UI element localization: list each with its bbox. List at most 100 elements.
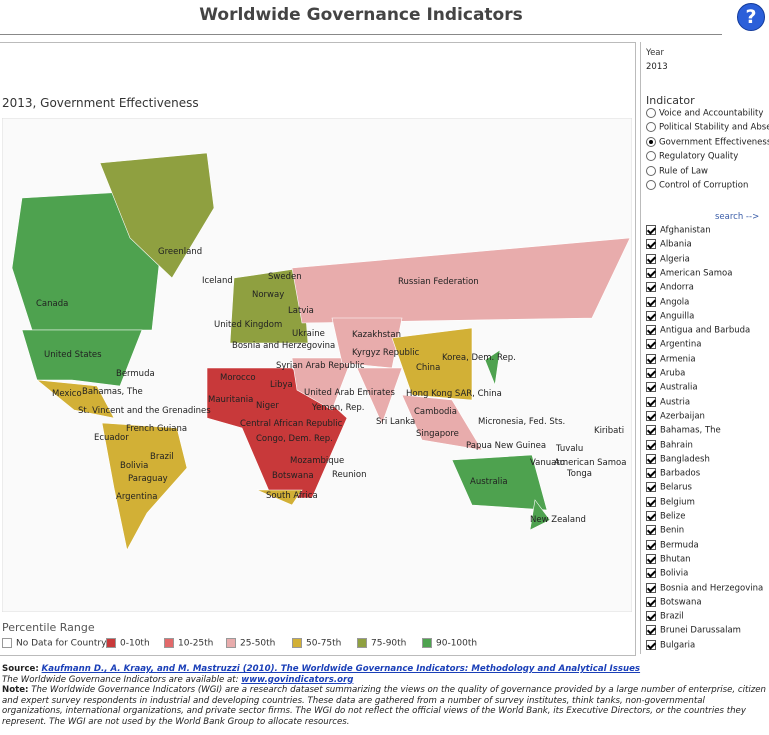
country-option[interactable]: Aruba <box>646 368 685 379</box>
country-region[interactable] <box>101 422 188 551</box>
available-link[interactable]: www.govindicators.org <box>241 674 354 685</box>
indicator-option[interactable]: Political Stability and Abse. <box>646 122 769 133</box>
indicator-option[interactable]: Regulatory Quality <box>646 151 769 162</box>
legend-item[interactable]: 75-90th <box>357 638 406 649</box>
checkbox[interactable] <box>646 482 656 493</box>
country-option[interactable]: Bangladesh <box>646 453 710 464</box>
checkbox[interactable] <box>646 625 656 636</box>
checkbox[interactable] <box>646 582 656 593</box>
checkbox[interactable] <box>646 396 656 407</box>
checkbox[interactable] <box>646 253 656 264</box>
country-region[interactable] <box>356 367 403 425</box>
country-option[interactable]: Bulgaria <box>646 639 695 650</box>
country-option[interactable]: Bahrain <box>646 439 693 450</box>
checkbox[interactable] <box>646 611 656 622</box>
checkbox[interactable] <box>646 282 656 293</box>
radio-button[interactable] <box>646 180 656 190</box>
country-region[interactable] <box>256 489 303 506</box>
country-region[interactable] <box>291 237 631 324</box>
checkbox[interactable] <box>646 596 656 607</box>
indicator-option[interactable]: Rule of Law <box>646 165 769 176</box>
help-button[interactable]: ? <box>737 3 765 31</box>
checkbox[interactable] <box>646 439 656 450</box>
legend-item[interactable]: 50-75th <box>292 638 341 649</box>
country-region[interactable] <box>484 349 501 387</box>
checkbox[interactable] <box>646 468 656 479</box>
country-option[interactable]: Argentina <box>646 339 701 350</box>
checkbox[interactable] <box>646 496 656 507</box>
search-link[interactable]: search --> <box>715 212 760 222</box>
country-option[interactable]: Antigua and Barbuda <box>646 325 750 336</box>
checkbox[interactable] <box>646 382 656 393</box>
radio-button[interactable] <box>646 136 656 147</box>
country-option[interactable]: Barbados <box>646 468 700 479</box>
country-option[interactable]: Bermuda <box>646 539 699 550</box>
country-option[interactable]: Armenia <box>646 353 696 364</box>
country-label: Cambodia <box>414 407 457 417</box>
country-option[interactable]: Andorra <box>646 282 694 293</box>
country-option[interactable]: Bahamas, The <box>646 425 721 436</box>
checkbox[interactable] <box>646 553 656 564</box>
country-region[interactable] <box>529 499 551 531</box>
legend-item[interactable]: 10-25th <box>164 638 213 649</box>
indicator-option[interactable]: Government Effectiveness <box>646 136 769 147</box>
checkbox[interactable] <box>646 325 656 336</box>
map[interactable]: Greenland Iceland Canada Sweden Norway Russia… <box>2 118 632 612</box>
year-value[interactable]: 2013 <box>646 62 668 72</box>
checkbox[interactable] <box>646 539 656 550</box>
checkbox[interactable] <box>646 239 656 250</box>
indicator-option[interactable]: Voice and Accountability <box>646 108 769 119</box>
country-region[interactable] <box>401 394 483 451</box>
radio-button[interactable] <box>646 122 656 133</box>
checkbox[interactable] <box>646 296 656 307</box>
checkbox[interactable] <box>646 339 656 350</box>
country-region[interactable] <box>291 357 353 411</box>
legend-item[interactable]: 90-100th <box>422 638 477 649</box>
country-option[interactable]: American Samoa <box>646 267 732 278</box>
legend-item[interactable]: No Data for Country <box>2 638 106 649</box>
country-option[interactable]: Benin <box>646 525 684 536</box>
country-region[interactable] <box>21 329 143 387</box>
country-option[interactable]: Afghanistan <box>646 225 711 236</box>
source-link[interactable]: Kaufmann D., A. Kraay, and M. Mastruzzi … <box>41 664 641 674</box>
country-region[interactable] <box>391 327 473 401</box>
country-region[interactable] <box>36 379 115 419</box>
checkbox[interactable] <box>646 310 656 321</box>
country-option[interactable]: Belize <box>646 511 685 522</box>
indicator-option[interactable]: Control of Corruption <box>646 180 769 191</box>
checkbox[interactable] <box>646 267 656 278</box>
checkbox[interactable] <box>646 568 656 579</box>
checkbox[interactable] <box>646 639 656 650</box>
country-region[interactable] <box>229 267 309 344</box>
legend-item[interactable]: 25-50th <box>226 638 275 649</box>
country-region[interactable] <box>99 152 215 279</box>
country-option[interactable]: Azerbaijan <box>646 410 705 421</box>
country-region[interactable] <box>451 454 548 511</box>
checkbox[interactable] <box>646 425 656 436</box>
country-option[interactable]: Bhutan <box>646 553 691 564</box>
country-option[interactable]: Albania <box>646 239 692 250</box>
checkbox[interactable] <box>646 225 656 235</box>
checkbox[interactable] <box>646 453 656 464</box>
country-option[interactable]: Botswana <box>646 596 702 607</box>
country-option[interactable]: Anguilla <box>646 310 694 321</box>
country-option[interactable]: Australia <box>646 382 698 393</box>
checkbox[interactable] <box>646 410 656 421</box>
checkbox[interactable] <box>646 368 656 378</box>
checkbox[interactable] <box>646 353 656 364</box>
country-option[interactable]: Angola <box>646 296 689 307</box>
legend-item[interactable]: 0-10th <box>106 638 150 649</box>
checkbox[interactable] <box>646 511 656 521</box>
radio-button[interactable] <box>646 165 656 176</box>
radio-button[interactable] <box>646 108 656 118</box>
checkbox[interactable] <box>646 525 656 536</box>
country-option[interactable]: Belarus <box>646 482 692 493</box>
country-option[interactable]: Brazil <box>646 611 684 622</box>
country-option[interactable]: Austria <box>646 396 690 407</box>
radio-button[interactable] <box>646 151 656 162</box>
country-option[interactable]: Bosnia and Herzegovina <box>646 582 763 593</box>
country-option[interactable]: Belgium <box>646 496 695 507</box>
country-option[interactable]: Brunei Darussalam <box>646 625 741 636</box>
country-option[interactable]: Algeria <box>646 253 690 264</box>
country-option[interactable]: Bolivia <box>646 568 688 579</box>
